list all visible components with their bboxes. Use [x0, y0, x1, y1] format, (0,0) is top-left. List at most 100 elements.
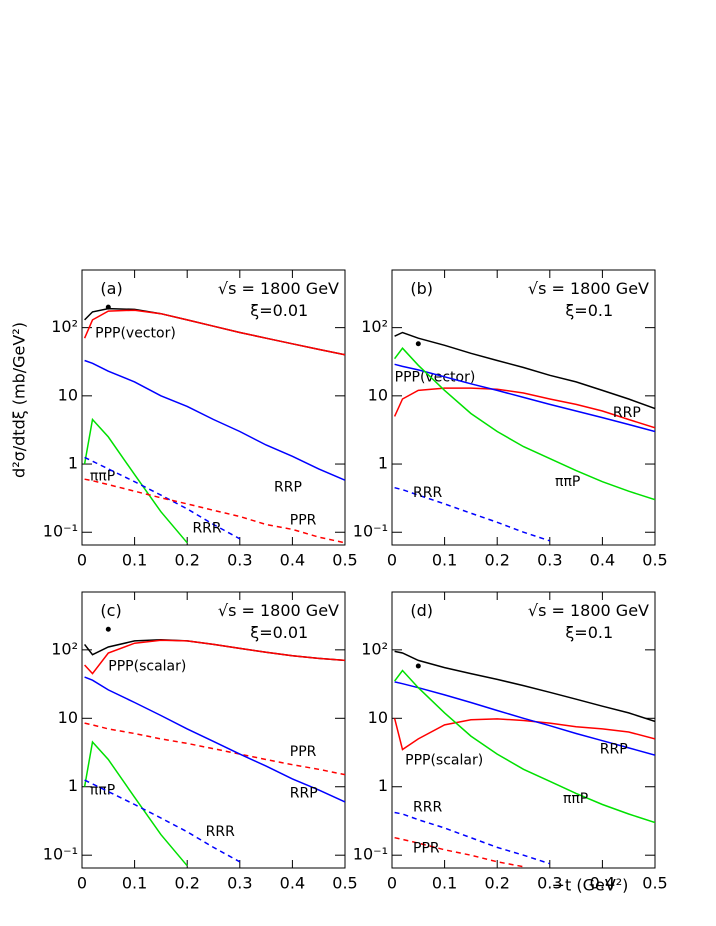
curve-label: ππP	[555, 474, 580, 490]
x-axis-label: −t (GeV²)	[552, 876, 629, 895]
x-tick-label: 0.2	[174, 551, 199, 570]
x-tick-label: 0.5	[642, 874, 667, 893]
curve	[394, 331, 655, 410]
y-tick-label: 10⁻¹	[43, 845, 78, 864]
curve-label: RRR	[206, 824, 235, 840]
curve-label: RRR	[413, 799, 442, 815]
x-tick-label: 0.1	[432, 874, 457, 893]
curve-label: RRP	[613, 405, 641, 421]
y-tick-label: 10⁻¹	[353, 522, 388, 541]
x-tick-label: 0.2	[484, 874, 509, 893]
plot-frame	[81, 591, 346, 869]
xi-label: ξ=0.01	[250, 301, 308, 320]
x-tick-label: 0.3	[227, 874, 252, 893]
curve	[84, 722, 345, 776]
curve	[84, 779, 241, 863]
curve	[83, 417, 188, 544]
y-tick-label: 10	[368, 708, 388, 727]
curve-label: ππP	[90, 783, 115, 799]
energy-label: √s = 1800 GeV	[528, 601, 649, 620]
curve	[84, 456, 241, 540]
data-point	[415, 663, 421, 669]
x-tick-label: 0.3	[227, 551, 252, 570]
x-tick-label: 0.4	[590, 551, 615, 570]
x-tick-label: 0.4	[590, 874, 615, 893]
data-point	[105, 304, 111, 310]
curve-label: ππP	[90, 468, 115, 484]
curve	[394, 486, 551, 542]
x-tick-label: 0.5	[332, 551, 357, 570]
curve-label: RRP	[290, 785, 318, 801]
curve-label: ππP	[563, 791, 588, 807]
x-tick-label: 0.3	[537, 551, 562, 570]
x-tick-label: 0.2	[484, 551, 509, 570]
curve	[393, 387, 655, 429]
panel-label: (b)	[410, 279, 433, 298]
plot-frame	[391, 269, 656, 546]
curve	[84, 639, 345, 675]
x-tick-label: 0.1	[122, 874, 147, 893]
curve-label: PPR	[290, 512, 317, 528]
xi-label: ξ=0.1	[565, 301, 613, 320]
xi-label: ξ=0.1	[565, 623, 613, 642]
plot-frame	[391, 591, 656, 869]
curve	[84, 478, 345, 544]
curve	[394, 650, 655, 723]
data-point	[415, 341, 421, 347]
x-tick-label: 0	[387, 874, 397, 893]
curve	[83, 740, 188, 867]
plot-frame	[81, 269, 346, 546]
curve-label: PPR	[290, 744, 317, 760]
curve	[394, 363, 655, 433]
curve	[393, 718, 655, 751]
y-tick-label: 10	[368, 385, 388, 404]
y-tick-label: 1	[378, 776, 388, 795]
panel-label: (c)	[100, 601, 121, 620]
y-tick-label: 10²	[51, 639, 78, 658]
x-tick-label: 0.1	[432, 551, 457, 570]
curve	[83, 309, 345, 356]
y-axis-label: d²σ/dtdξ (mb/GeV²)	[10, 322, 29, 478]
y-tick-label: 1	[68, 776, 78, 795]
y-tick-label: 10²	[361, 317, 388, 336]
xi-label: ξ=0.01	[250, 623, 308, 642]
x-tick-label: 0	[387, 551, 397, 570]
y-tick-label: 10²	[51, 317, 78, 336]
curve-label: PPR	[413, 841, 440, 857]
curve-label: RRP	[600, 741, 628, 757]
curve	[84, 359, 345, 481]
y-tick-label: 1	[378, 454, 388, 473]
y-tick-label: 10	[58, 385, 78, 404]
x-tick-label: 0.2	[174, 874, 199, 893]
energy-label: √s = 1800 GeV	[218, 279, 339, 298]
curve	[394, 681, 655, 756]
curve-label: RRR	[192, 521, 221, 537]
y-tick-label: 10⁻¹	[353, 845, 388, 864]
panel-label: (d)	[410, 601, 433, 620]
curve	[393, 669, 655, 824]
curve-label: PPP(scalar)	[108, 659, 186, 675]
x-tick-label: 0.5	[332, 874, 357, 893]
data-point	[105, 626, 111, 632]
curve	[84, 676, 345, 803]
x-tick-label: 0.4	[280, 551, 305, 570]
curve-label: PPP(vector)	[95, 325, 176, 341]
curve	[394, 811, 551, 865]
energy-label: √s = 1800 GeV	[528, 279, 649, 298]
y-tick-label: 10⁻¹	[43, 522, 78, 541]
panel-label: (a)	[100, 279, 122, 298]
energy-label: √s = 1800 GeV	[218, 601, 339, 620]
curve-label: PPP(scalar)	[405, 752, 483, 768]
x-tick-label: 0.3	[537, 874, 562, 893]
x-tick-label: 0.5	[642, 551, 667, 570]
curve-label: RRR	[413, 485, 442, 501]
y-tick-label: 10²	[361, 639, 388, 658]
curve-label: PPP(vector)	[395, 369, 476, 385]
x-tick-label: 0	[77, 874, 87, 893]
y-tick-label: 1	[68, 454, 78, 473]
curve	[394, 347, 655, 501]
curve-label: RRP	[274, 479, 302, 495]
x-tick-label: 0	[77, 551, 87, 570]
y-tick-label: 10	[58, 708, 78, 727]
